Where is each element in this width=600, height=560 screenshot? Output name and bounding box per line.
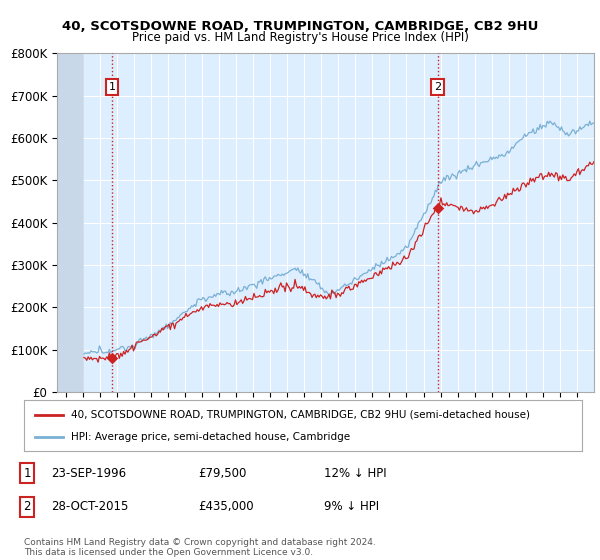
Text: 9% ↓ HPI: 9% ↓ HPI <box>324 500 379 514</box>
Text: 1: 1 <box>23 466 31 480</box>
HPI: Average price, semi-detached house, Cambridge: (2e+03, 9.37e+04): Average price, semi-detached house, Camb… <box>94 349 101 356</box>
Text: 12% ↓ HPI: 12% ↓ HPI <box>324 466 386 480</box>
HPI: Average price, semi-detached house, Cambridge: (2e+03, 8.97e+04): Average price, semi-detached house, Camb… <box>80 351 88 357</box>
HPI: Average price, semi-detached house, Cambridge: (2.01e+03, 3.34e+05): Average price, semi-detached house, Camb… <box>399 248 406 254</box>
Text: £79,500: £79,500 <box>198 466 247 480</box>
Line: 40, SCOTSDOWNE ROAD, TRUMPINGTON, CAMBRIDGE, CB2 9HU (semi-detached house): 40, SCOTSDOWNE ROAD, TRUMPINGTON, CAMBRI… <box>84 161 594 362</box>
Point <box>433 203 442 212</box>
Text: Price paid vs. HM Land Registry's House Price Index (HPI): Price paid vs. HM Land Registry's House … <box>131 31 469 44</box>
Text: 40, SCOTSDOWNE ROAD, TRUMPINGTON, CAMBRIDGE, CB2 9HU: 40, SCOTSDOWNE ROAD, TRUMPINGTON, CAMBRI… <box>62 20 538 32</box>
Text: 40, SCOTSDOWNE ROAD, TRUMPINGTON, CAMBRIDGE, CB2 9HU (semi-detached house): 40, SCOTSDOWNE ROAD, TRUMPINGTON, CAMBRI… <box>71 409 530 419</box>
40, SCOTSDOWNE ROAD, TRUMPINGTON, CAMBRIDGE, CB2 9HU (semi-detached house) <box>80 354 88 361</box>
40, SCOTSDOWNE ROAD, TRUMPINGTON, CAMBRIDGE, CB2 9HU (semi-detached house) <box>94 359 101 366</box>
40, SCOTSDOWNE ROAD, TRUMPINGTON, CAMBRIDGE, CB2 9HU (semi-detached house) <box>176 316 184 323</box>
HPI: Average price, semi-detached house, Cambridge: (2.01e+03, 3.2e+05): Average price, semi-detached house, Camb… <box>388 253 395 260</box>
HPI: Average price, semi-detached house, Cambridge: (2.02e+03, 6.13e+05): Average price, semi-detached house, Camb… <box>528 129 535 136</box>
Text: 2: 2 <box>23 500 31 514</box>
40, SCOTSDOWNE ROAD, TRUMPINGTON, CAMBRIDGE, CB2 9HU (semi-detached house) <box>590 158 598 165</box>
Text: HPI: Average price, semi-detached house, Cambridge: HPI: Average price, semi-detached house,… <box>71 432 350 442</box>
Text: 2: 2 <box>434 82 441 92</box>
Point <box>107 354 116 363</box>
Text: 23-SEP-1996: 23-SEP-1996 <box>51 466 126 480</box>
HPI: Average price, semi-detached house, Cambridge: (2.02e+03, 6.4e+05): Average price, semi-detached house, Camb… <box>586 118 593 124</box>
Text: £435,000: £435,000 <box>198 500 254 514</box>
HPI: Average price, semi-detached house, Cambridge: (2.01e+03, 2.9e+05): Average price, semi-detached house, Camb… <box>371 266 378 273</box>
Bar <box>57 53 83 392</box>
HPI: Average price, semi-detached house, Cambridge: (2e+03, 1.76e+05): Average price, semi-detached house, Camb… <box>175 314 182 321</box>
Text: 1: 1 <box>109 82 115 92</box>
40, SCOTSDOWNE ROAD, TRUMPINGTON, CAMBRIDGE, CB2 9HU (semi-detached house) <box>372 269 379 276</box>
40, SCOTSDOWNE ROAD, TRUMPINGTON, CAMBRIDGE, CB2 9HU (semi-detached house) <box>389 259 397 265</box>
Text: Contains HM Land Registry data © Crown copyright and database right 2024.
This d: Contains HM Land Registry data © Crown c… <box>24 538 376 557</box>
Line: HPI: Average price, semi-detached house, Cambridge: HPI: Average price, semi-detached house,… <box>84 121 594 354</box>
40, SCOTSDOWNE ROAD, TRUMPINGTON, CAMBRIDGE, CB2 9HU (semi-detached house) <box>529 175 536 182</box>
40, SCOTSDOWNE ROAD, TRUMPINGTON, CAMBRIDGE, CB2 9HU (semi-detached house) <box>401 253 408 259</box>
Text: 28-OCT-2015: 28-OCT-2015 <box>51 500 128 514</box>
HPI: Average price, semi-detached house, Cambridge: (2.02e+03, 6.36e+05): Average price, semi-detached house, Camb… <box>590 119 598 126</box>
40, SCOTSDOWNE ROAD, TRUMPINGTON, CAMBRIDGE, CB2 9HU (semi-detached house) <box>96 353 103 360</box>
